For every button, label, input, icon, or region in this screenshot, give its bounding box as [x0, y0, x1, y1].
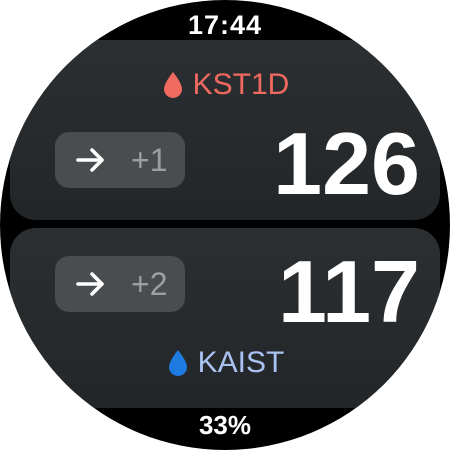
trend-delta-button[interactable]: +1	[55, 132, 185, 188]
trend-delta-button[interactable]: +2	[55, 256, 185, 312]
glucose-card-secondary[interactable]: +2 117 KAIST	[10, 228, 440, 408]
glucose-card-primary[interactable]: KST1D +1 126	[10, 40, 440, 220]
clock-time: 17:44	[187, 10, 263, 40]
source-label-row: KST1D	[10, 68, 440, 102]
delta-value: +1	[131, 141, 168, 178]
source-name: KST1D	[192, 68, 290, 101]
glucose-value: 117	[278, 242, 420, 341]
glucose-value: 126	[273, 114, 420, 213]
arrow-right-icon	[76, 272, 104, 296]
source-name: KAIST	[197, 346, 285, 379]
blood-drop-icon	[163, 72, 182, 98]
water-drop-icon	[168, 350, 187, 376]
arrow-right-icon	[76, 148, 104, 172]
battery-level: 33%	[198, 410, 252, 440]
delta-value: +2	[131, 265, 168, 302]
source-label-row: KAIST	[10, 346, 440, 380]
